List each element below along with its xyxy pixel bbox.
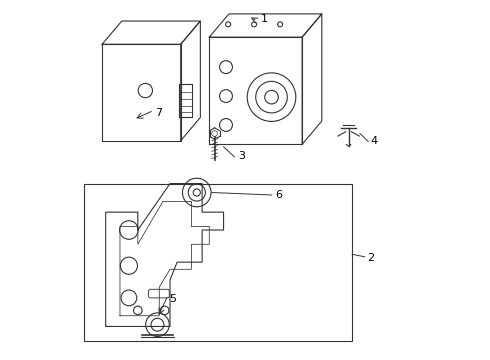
Text: 3: 3 (239, 151, 245, 161)
Text: 4: 4 (371, 136, 378, 147)
Bar (84, 184, 352, 341)
Text: 6: 6 (275, 190, 282, 200)
Text: 1: 1 (261, 14, 268, 23)
Text: 2: 2 (367, 253, 374, 263)
Text: 5: 5 (170, 294, 176, 303)
Text: 7: 7 (155, 108, 162, 118)
